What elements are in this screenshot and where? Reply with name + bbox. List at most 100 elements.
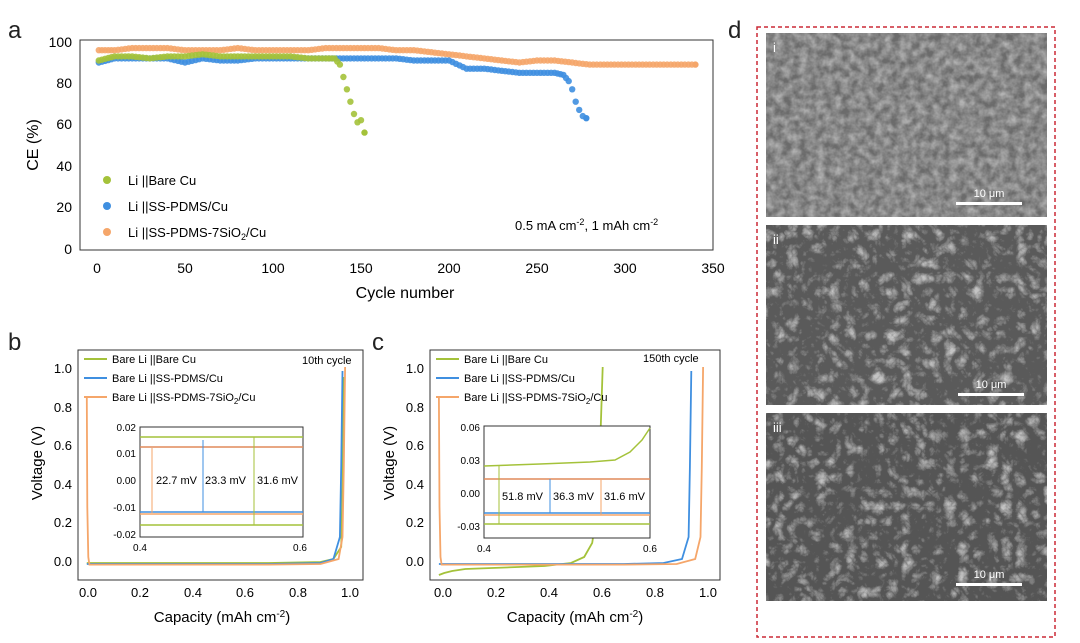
panel-c-cycle-label: 150th cycle <box>643 353 699 365</box>
sem-image-texture <box>766 33 1047 217</box>
panel-c-ytick-label: 0.8 <box>406 400 424 415</box>
inset-xtick-label: 0.4 <box>477 544 491 555</box>
legend-entry: Bare Li ||SS-PDMS/Cu <box>464 373 575 385</box>
ce-point-bare-cu <box>350 110 358 118</box>
legend-entry: Bare Li ||Bare Cu <box>464 354 548 366</box>
legend-marker-bare-cu <box>103 176 111 184</box>
ce-point-ss-pdms-7sio2 <box>692 61 699 68</box>
panel-a-y-ticks: 0 20 40 60 80 100 <box>49 34 73 257</box>
panel-a-data-marks <box>95 44 699 136</box>
panel-b-xtick-label: 0.2 <box>131 585 149 600</box>
panel-a-x-ticks: 0 50 100 150 200 250 300 350 <box>93 260 725 276</box>
sem-image-roman-label: ii <box>773 232 779 247</box>
ce-point-ss-pdms <box>569 86 576 93</box>
panel-a-ylabel: CE (%) <box>25 119 42 171</box>
panel-c-axes-frame <box>429 349 721 581</box>
panel-b-y-ticks: 0.0 0.2 0.4 0.6 0.8 1.0 <box>54 361 72 569</box>
panel-c-ytick-label: 1.0 <box>406 361 424 376</box>
panel-b-legend: Bare Li ||Bare Cu Bare Li ||SS-PDMS/Cu B… <box>84 354 255 406</box>
legend-marker-ss-pdms-sio2 <box>103 228 111 236</box>
sem-scale-label: 10 μm <box>974 569 1005 581</box>
inset-ytick-label: 0.00 <box>461 489 481 500</box>
panel-b-xtick-label: 0.6 <box>236 585 254 600</box>
panel-c-xtick-label: 0.0 <box>434 585 452 600</box>
ce-point-bare-cu <box>357 117 365 124</box>
panel-c-ytick-label: 0.6 <box>406 438 424 453</box>
voltage-curve-ss-pdms-7sio2 <box>85 366 346 566</box>
inset-xtick-label: 0.4 <box>133 543 147 554</box>
panel-c-legend: Bare Li ||Bare Cu Bare Li ||SS-PDMS/Cu B… <box>436 354 607 406</box>
panel-a-xtick-label: 50 <box>177 260 193 276</box>
panel-b-xtick-label: 1.0 <box>341 585 359 600</box>
panel-a-ytick-label: 0 <box>64 241 72 257</box>
panel-b-curves <box>85 366 346 566</box>
panel-c-ytick-label: 0.4 <box>406 477 424 492</box>
panel-c: c 0.0 0.2 0.4 0.6 0.8 1.0 0.0 0.2 0.4 0.… <box>372 329 721 626</box>
panel-a-ytick-label: 40 <box>56 158 72 174</box>
ce-point-bare-cu <box>347 98 354 105</box>
legend-entry: Bare Li ||SS-PDMS/Cu <box>112 373 223 385</box>
sem-image-texture <box>766 413 1047 601</box>
panel-c-xtick-label: 0.2 <box>487 585 505 600</box>
panel-b-inset-frame <box>139 426 304 538</box>
panel-b-ytick-label: 0.0 <box>54 554 72 569</box>
panel-a-ytick-label: 80 <box>56 75 72 91</box>
panel-c-x-ticks: 0.0 0.2 0.4 0.6 0.8 1.0 <box>434 585 717 600</box>
panel-a-axes-frame <box>79 39 714 251</box>
panel-d-dashed-frame <box>756 26 1056 638</box>
panel-b-xtick-label: 0.8 <box>289 585 307 600</box>
panel-c-xtick-label: 0.4 <box>540 585 558 600</box>
inset-ytick-label: -0.02 <box>113 530 136 541</box>
legend-entry: Bare Li ||Bare Cu <box>112 354 196 366</box>
panel-c-letter: c <box>372 329 384 356</box>
ce-point-ss-pdms <box>583 115 590 122</box>
sem-image-i: i 10 μm <box>766 33 1047 217</box>
panel-c-xlabel: Capacity (mAh cm-2) <box>507 609 643 626</box>
panel-d: d i 10 μm ii 10 μm <box>728 17 1056 638</box>
ce-point-ss-pdms <box>572 98 579 105</box>
inset-overpotential: 51.8 mV <box>502 491 544 503</box>
panel-c-y-ticks: 0.0 0.2 0.4 0.6 0.8 1.0 <box>406 361 424 569</box>
sem-scale-bar <box>956 202 1022 205</box>
panel-c-ytick-label: 0.2 <box>406 515 424 530</box>
sem-image-ii: ii 10 μm <box>766 225 1047 405</box>
panel-a-letter: a <box>8 17 22 44</box>
legend-entry: Bare Li ||SS-PDMS-7SiO2/Cu <box>112 392 255 406</box>
panel-a-xtick-label: 200 <box>437 260 461 276</box>
panel-c-xtick-label: 1.0 <box>699 585 717 600</box>
panel-c-xtick-label: 0.6 <box>593 585 611 600</box>
sem-scale-bar <box>956 583 1022 586</box>
legend-entry: Bare Li ||SS-PDMS-7SiO2/Cu <box>464 392 607 406</box>
inset-overpotential: 31.6 mV <box>604 491 646 503</box>
panel-c-ytick-label: 0.0 <box>406 554 424 569</box>
panel-b-xlabel: Capacity (mAh cm-2) <box>154 609 290 626</box>
ce-point-ss-pdms <box>565 77 572 85</box>
panel-b-x-ticks: 0.0 0.2 0.4 0.6 0.8 1.0 <box>79 585 359 600</box>
panel-a-legend: Li ||Bare Cu Li ||SS-PDMS/Cu Li ||SS-PDM… <box>103 173 266 242</box>
inset-overpotential: 31.6 mV <box>257 475 299 487</box>
panel-b: b 0.0 0.2 0.4 0.6 0.8 1.0 0.0 0.2 0.4 0.… <box>8 329 364 626</box>
sem-image-roman-label: i <box>773 40 776 55</box>
sem-scale-label: 10 μm <box>974 188 1005 200</box>
panel-a-xtick-label: 350 <box>701 260 725 276</box>
inset-xtick-label: 0.6 <box>293 543 307 554</box>
ce-point-bare-cu <box>340 73 347 81</box>
panel-c-xtick-label: 0.8 <box>646 585 664 600</box>
legend-entry: Li ||SS-PDMS-7SiO2/Cu <box>128 225 266 242</box>
panel-c-ylabel: Voltage (V) <box>381 426 398 500</box>
legend-entry: Li ||Bare Cu <box>128 173 196 188</box>
panel-a-ytick-label: 60 <box>56 116 72 132</box>
panel-c-inset-frame <box>483 425 651 539</box>
panel-a-xtick-label: 250 <box>525 260 549 276</box>
sem-scale-label: 10 μm <box>976 379 1007 391</box>
ce-point-bare-cu <box>361 129 368 136</box>
panel-a-condition: 0.5 mA cm-2, 1 mAh cm-2 <box>515 217 658 233</box>
sem-scale-bar <box>958 393 1024 396</box>
legend-marker-ss-pdms <box>103 202 111 210</box>
panel-b-ytick-label: 0.8 <box>54 400 72 415</box>
inset-curve-bare-cu-charge <box>483 427 651 467</box>
panel-b-ylabel: Voltage (V) <box>29 426 46 500</box>
panel-a-xtick-label: 150 <box>349 260 373 276</box>
sem-image-roman-label: iii <box>773 420 782 435</box>
